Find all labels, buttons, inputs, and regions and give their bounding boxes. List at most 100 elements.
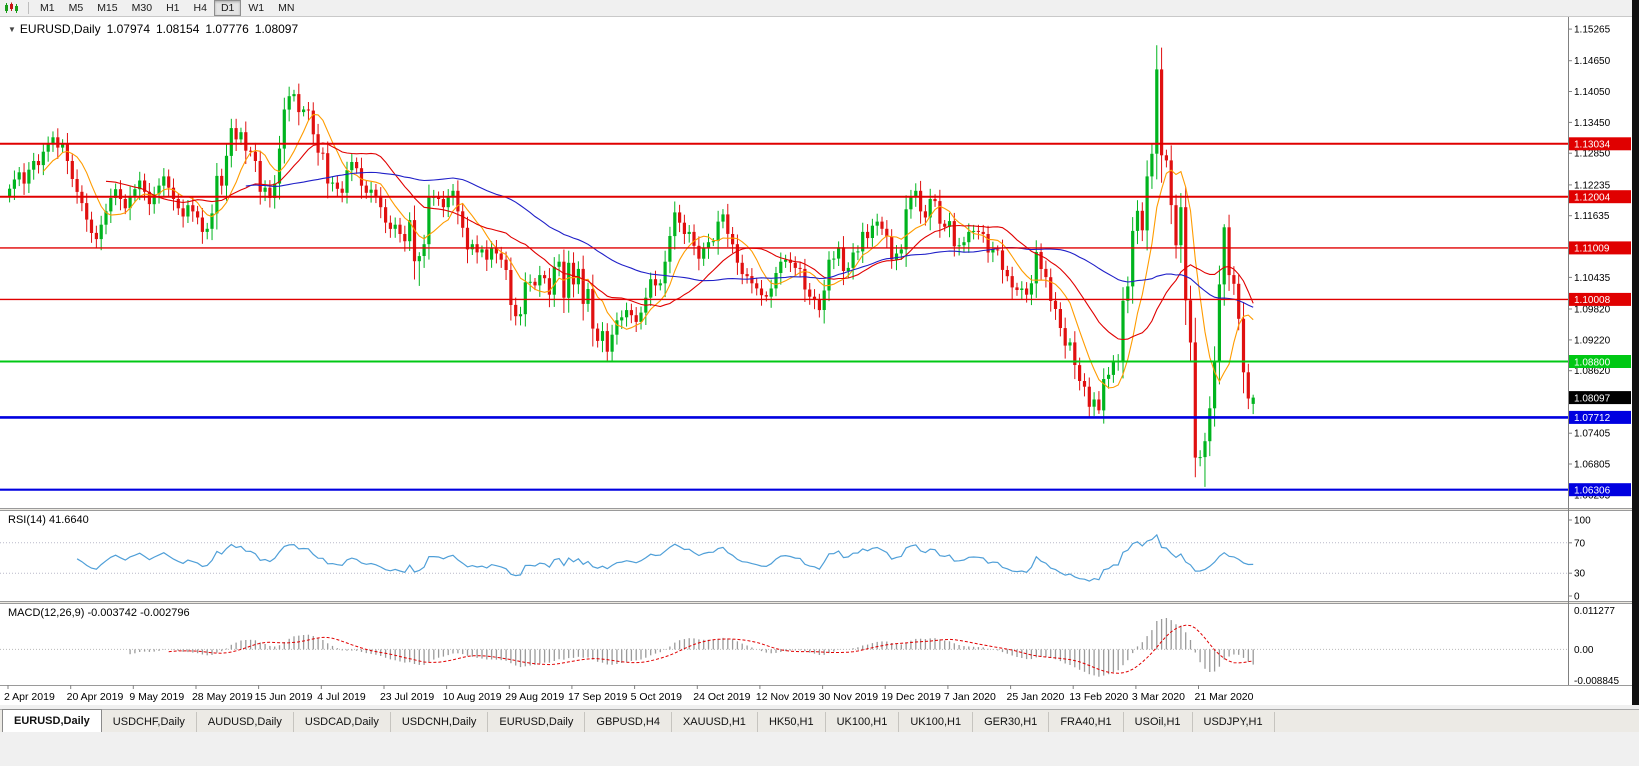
moving-average-50 [245, 171, 1254, 308]
timeframe-buttons: M1 M5 M15 M30 H1 H4 D1 W1 MN [33, 0, 301, 16]
svg-text:4 Jul 2019: 4 Jul 2019 [317, 691, 366, 703]
timeframe-button-h4[interactable]: H4 [193, 2, 207, 14]
price-line-label [1569, 391, 1631, 405]
price-line-label [1569, 137, 1631, 151]
timeframe-toolbar: M1 M5 M15 M30 H1 H4 D1 W1 MN [0, 0, 1632, 17]
chart-tab-11-ger30-h1[interactable]: GER30,H1 [973, 712, 1050, 732]
svg-text:1.08620: 1.08620 [1574, 366, 1611, 377]
svg-text:3 Mar 2020: 3 Mar 2020 [1132, 691, 1185, 703]
macd-histogram [129, 618, 1254, 677]
chart-region: 100 70 30 0 0.011277 0.00 -0.008845 1.15265 1.14… [0, 17, 1632, 705]
svg-text:1.08097: 1.08097 [1574, 393, 1611, 404]
chart-tab-2-audusd-daily[interactable]: AUDUSD,Daily [197, 712, 294, 732]
price-line-label [1569, 190, 1631, 204]
symbol-dropdown-icon[interactable]: ▼ [8, 25, 16, 34]
svg-text:1.10008: 1.10008 [1574, 295, 1611, 306]
timeframe-button-d1[interactable]: D1 [213, 0, 242, 16]
chart-tab-7-xauusd-h1[interactable]: XAUUSD,H1 [672, 712, 758, 732]
chart-tabs-bar: EURUSD,Daily USDCHF,Daily AUDUSD,Daily USDC… [0, 709, 1639, 732]
svg-text:7 Jan 2020: 7 Jan 2020 [944, 691, 996, 703]
timeframe-button-m15[interactable]: M15 [97, 2, 118, 14]
chart-tab-4-usdcnh-daily[interactable]: USDCNH,Daily [391, 712, 489, 732]
chart-tab-12-fra40-h1[interactable]: FRA40,H1 [1049, 712, 1124, 732]
price-line-label [1569, 355, 1631, 368]
chart-tab-5-eurusd-daily[interactable]: EURUSD,Daily [488, 712, 586, 732]
header-close: 1.08097 [254, 22, 299, 36]
macd-indicator-title: MACD(12,26,9) -0.003742 -0.002796 [8, 607, 190, 619]
chart-tab-3-usdcad-daily[interactable]: USDCAD,Daily [294, 712, 391, 732]
chart-ohlc-header: ▼ EURUSD,Daily 1.07974 1.08154 1.07776 1.0809… [8, 22, 304, 36]
svg-text:1.06306: 1.06306 [1574, 485, 1611, 496]
svg-text:1.07712: 1.07712 [1574, 413, 1611, 424]
moving-average-21 [105, 142, 1254, 341]
rsi-indicator-title: RSI(14) 41.6640 [8, 514, 89, 526]
svg-text:13 Feb 2020: 13 Feb 2020 [1069, 691, 1128, 703]
timeframe-button-m1[interactable]: M1 [40, 2, 55, 14]
svg-text:17 Sep 2019: 17 Sep 2019 [568, 691, 628, 703]
chart-tab-1-usdchf-daily[interactable]: USDCHF,Daily [102, 712, 197, 732]
timeframe-button-m30[interactable]: M30 [131, 2, 153, 14]
svg-text:2 Apr 2019: 2 Apr 2019 [4, 691, 55, 703]
svg-text:1.11009: 1.11009 [1574, 244, 1610, 255]
svg-text:100: 100 [1574, 516, 1591, 527]
svg-text:23 Jul 2019: 23 Jul 2019 [380, 691, 434, 703]
svg-text:1.13034: 1.13034 [1574, 140, 1611, 151]
svg-text:21 Mar 2020: 21 Mar 2020 [1195, 691, 1254, 703]
price-line-label [1569, 241, 1631, 255]
price-line-label [1569, 483, 1631, 497]
svg-text:70: 70 [1574, 538, 1586, 549]
timeframe-button-h1[interactable]: H1 [166, 2, 180, 14]
svg-text:1.15265: 1.15265 [1574, 25, 1611, 36]
svg-text:24 Oct 2019: 24 Oct 2019 [693, 691, 750, 703]
moving-average-8 [42, 113, 1254, 389]
price-line-label [1569, 292, 1631, 306]
svg-text:1.14050: 1.14050 [1574, 87, 1611, 98]
macd-signal-line [168, 624, 1254, 674]
svg-text:1.07405: 1.07405 [1574, 429, 1611, 440]
header-high: 1.08154 [156, 22, 200, 36]
timeframe-button-mn[interactable]: MN [278, 2, 295, 14]
svg-text:1.12850: 1.12850 [1574, 149, 1611, 160]
svg-text:25 Jan 2020: 25 Jan 2020 [1007, 691, 1065, 703]
right-edge-strip [1632, 0, 1639, 705]
svg-text:28 May 2019: 28 May 2019 [192, 691, 253, 703]
svg-text:1.09220: 1.09220 [1574, 335, 1611, 346]
header-low: 1.07776 [205, 22, 249, 36]
svg-text:30 Nov 2019: 30 Nov 2019 [819, 691, 879, 703]
svg-text:20 Apr 2019: 20 Apr 2019 [67, 691, 124, 703]
chart-tab-10-uk100-h1[interactable]: UK100,H1 [899, 712, 974, 732]
svg-text:5 Oct 2019: 5 Oct 2019 [631, 691, 683, 703]
candlestick-chart-icon[interactable] [4, 2, 18, 14]
candles-layer [8, 45, 1255, 487]
chart-tab-14-usdjpy-h1[interactable]: USDJPY,H1 [1193, 712, 1275, 732]
svg-text:1.13450: 1.13450 [1574, 118, 1611, 129]
svg-text:15 Jun 2019: 15 Jun 2019 [255, 691, 313, 703]
svg-text:1.11635: 1.11635 [1574, 211, 1610, 222]
header-open: 1.07974 [106, 22, 150, 36]
svg-text:19 Dec 2019: 19 Dec 2019 [881, 691, 941, 703]
svg-text:0.00: 0.00 [1574, 645, 1594, 656]
price-chart-canvas[interactable]: 100 70 30 0 0.011277 0.00 -0.008845 1.15265 1.14… [0, 17, 1632, 705]
svg-text:1.06805: 1.06805 [1574, 460, 1611, 471]
svg-text:12 Nov 2019: 12 Nov 2019 [756, 691, 816, 703]
chart-tab-9-uk100-h1[interactable]: UK100,H1 [826, 712, 900, 732]
svg-text:29 Aug 2019: 29 Aug 2019 [505, 691, 564, 703]
price-line-label [1569, 410, 1631, 424]
svg-text:10 Aug 2019: 10 Aug 2019 [443, 691, 502, 703]
header-symbol: EURUSD,Daily [19, 22, 101, 36]
horizontal-lines-layer[interactable] [0, 142, 1568, 491]
chart-tab-8-hk50-h1[interactable]: HK50,H1 [758, 712, 826, 732]
timeframe-button-m5[interactable]: M5 [68, 2, 84, 14]
rsi-line [76, 533, 1254, 582]
svg-text:30: 30 [1574, 569, 1586, 580]
chart-tab-0-eurusd-daily[interactable]: EURUSD,Daily [2, 709, 102, 732]
toolbar-separator [28, 2, 29, 14]
timeframe-button-w1[interactable]: W1 [248, 2, 265, 14]
svg-text:9 May 2019: 9 May 2019 [129, 691, 184, 703]
svg-text:1.09820: 1.09820 [1574, 305, 1611, 316]
svg-text:1.10435: 1.10435 [1574, 273, 1611, 284]
chart-tab-13-usoil-h1[interactable]: USOil,H1 [1124, 712, 1193, 732]
chart-tab-6-gbpusd-h4[interactable]: GBPUSD,H4 [585, 712, 672, 732]
svg-text:1.08800: 1.08800 [1574, 357, 1611, 368]
